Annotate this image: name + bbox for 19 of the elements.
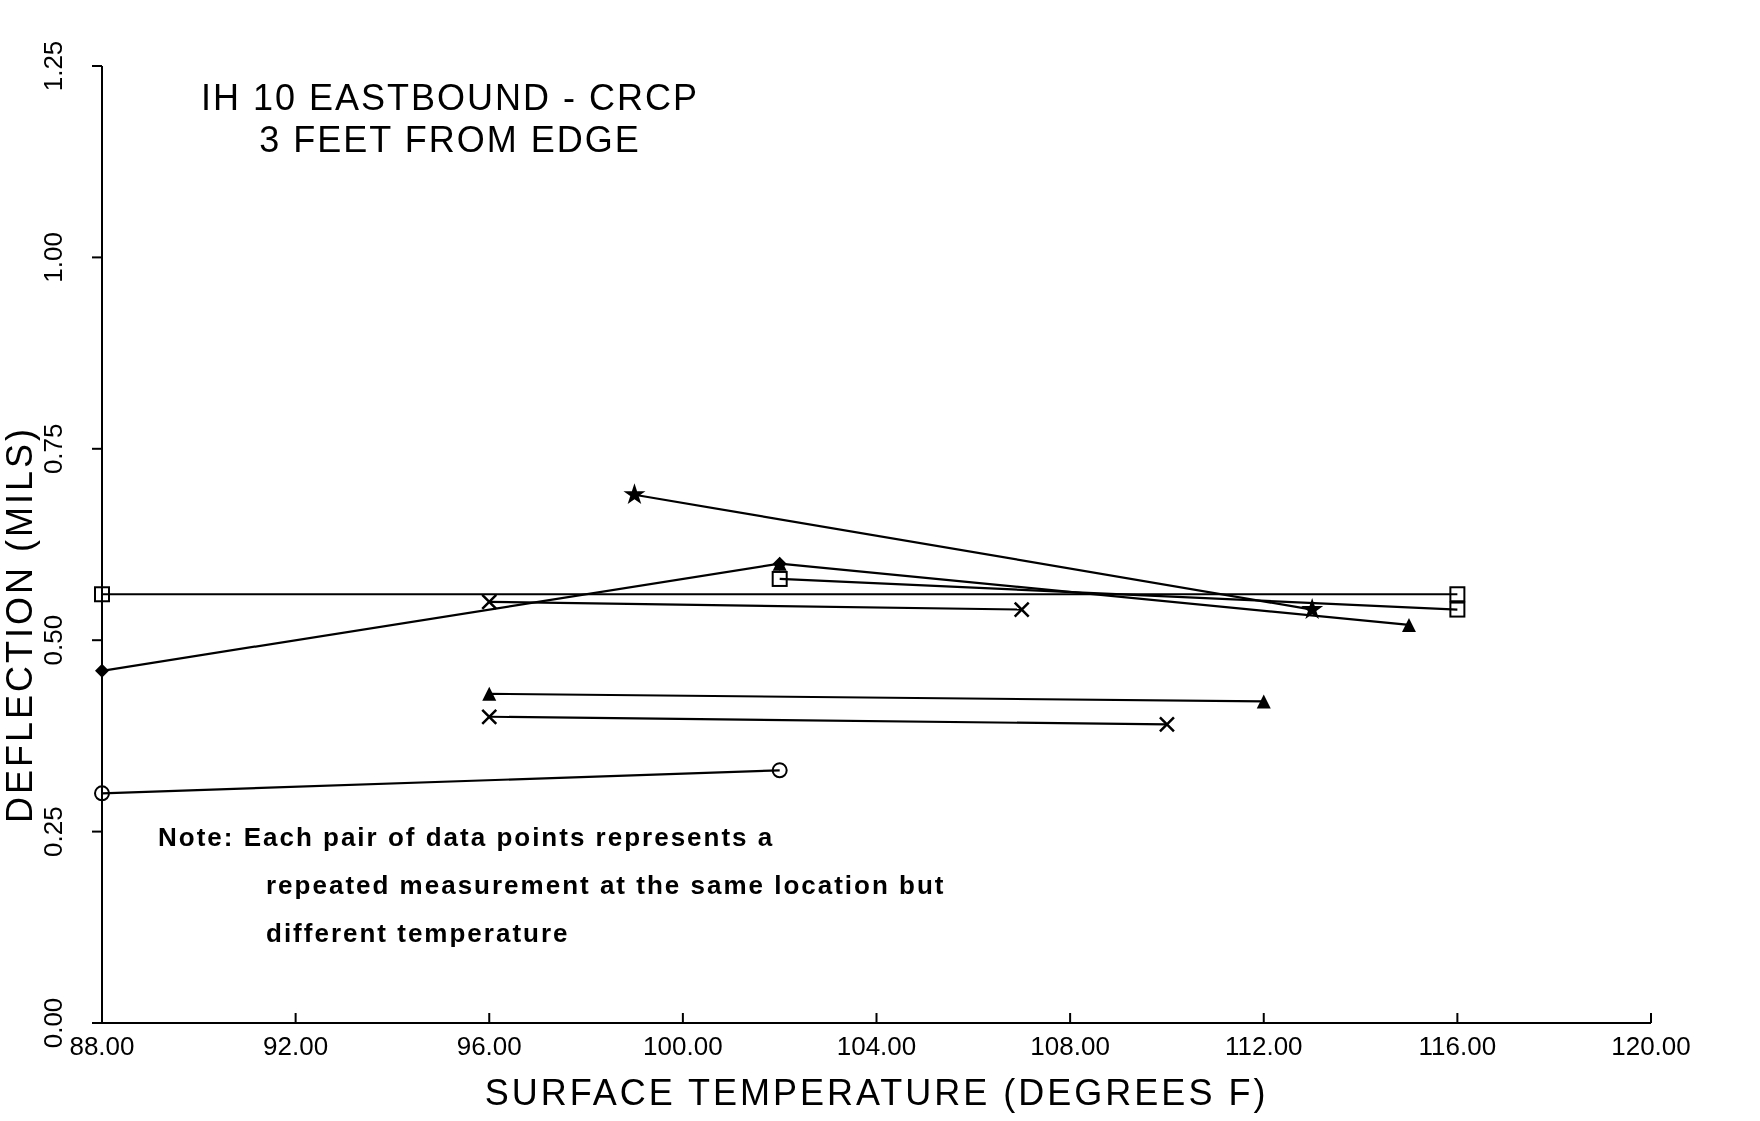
annotation: Note: Each pair of data points represents a repeated measurement at the same location but different temperature — [158, 822, 946, 948]
x-tick-label: 120.00 — [1611, 1031, 1691, 1061]
x-tick-label: 116.00 — [1418, 1031, 1497, 1061]
x-tick-label: 100.00 — [643, 1031, 723, 1061]
x-tick-label: 104.00 — [836, 1031, 917, 1061]
x-tick-label: 88.00 — [69, 1031, 135, 1061]
y-tick-label: 1.25 — [38, 40, 68, 92]
y-tick-label: 1.00 — [38, 232, 68, 283]
text: 3 FEET FROM EDGE — [259, 119, 641, 160]
x-tick-label: 92.00 — [263, 1031, 329, 1061]
x-axis-title: SURFACE TEMPERATURE (DEGREES F) — [484, 1072, 1269, 1113]
chart-title: IH 10 EASTBOUND - CRCP — [200, 77, 700, 118]
x-tick-label: 108.00 — [1030, 1031, 1110, 1061]
y-tick-label: 0.00 — [38, 997, 68, 1049]
y-tick-label: 0.50 — [38, 614, 68, 666]
y-tick-label: 0.25 — [38, 806, 68, 857]
x-tick-label: 112.00 — [1224, 1031, 1303, 1061]
y-axis-title: DEFLECTION (MILS) — [0, 425, 40, 824]
x-tick-label: 96.00 — [456, 1031, 522, 1061]
